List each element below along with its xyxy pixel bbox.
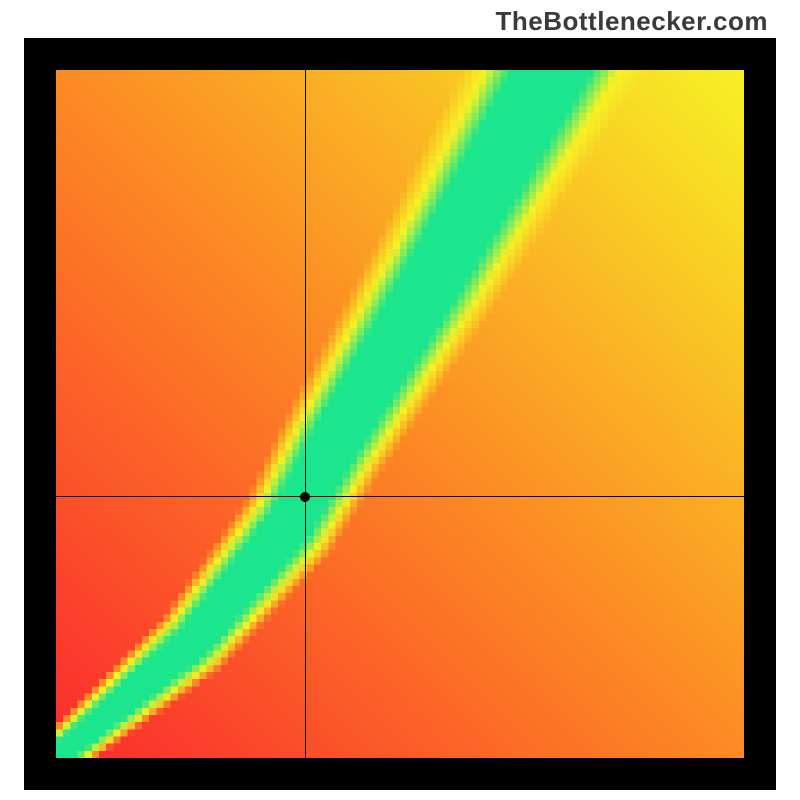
bottleneck-heatmap — [56, 70, 744, 758]
plot-frame-right — [744, 38, 776, 790]
crosshair-horizontal — [56, 496, 744, 497]
plot-frame-top — [24, 38, 776, 70]
watermark-text: TheBottlenecker.com — [496, 6, 768, 37]
crosshair-vertical — [305, 70, 306, 758]
plot-frame-bottom — [24, 758, 776, 790]
plot-frame-left — [24, 38, 56, 790]
crosshair-marker — [300, 492, 310, 502]
